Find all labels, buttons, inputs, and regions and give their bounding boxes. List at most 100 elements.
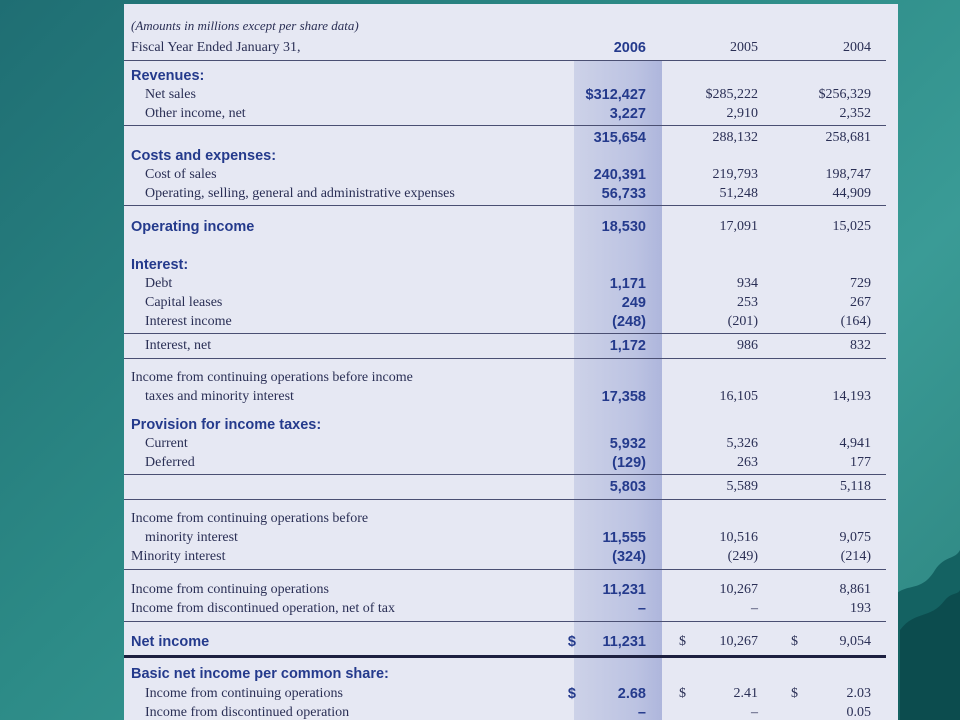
header-row: Fiscal Year Ended January 31, 2006 2005 …	[124, 40, 898, 60]
value-2004: 258,681	[825, 130, 872, 145]
revenues-total-row: 315,654 288,132 258,681	[124, 130, 898, 150]
row-label: Operating, selling, general and administ…	[145, 186, 455, 201]
taxes-heading: Provision for income taxes:	[131, 417, 322, 433]
row-label: Current	[145, 436, 188, 451]
value-2005: 5,589	[726, 479, 759, 494]
row-label: Income from continuing operations	[145, 686, 343, 701]
basic-eps-heading: Basic net income per common share:	[131, 666, 389, 682]
divider-rule	[124, 474, 886, 475]
value-2004: (214)	[840, 549, 871, 564]
year-2006-header: 2006	[613, 40, 646, 56]
row-label: Interest, net	[145, 338, 212, 353]
value-2006: 17,358	[601, 389, 646, 405]
taxes-heading-row: Provision for income taxes:	[124, 417, 898, 437]
value-2004: 2,352	[839, 106, 872, 121]
row-label: Minority interest	[131, 549, 226, 564]
dollar-sign-2006: $	[567, 634, 576, 650]
table-row: Capital leases 249 253 267	[124, 295, 898, 315]
value-2004: 729	[850, 276, 871, 291]
row-label: Income from discontinued operation, net …	[131, 601, 395, 616]
value-2004: 198,747	[825, 167, 872, 182]
before-minority-row: minority interest 11,555 10,516 9,075	[124, 530, 898, 550]
value-2006: 18,530	[601, 219, 646, 235]
value-2005: 17,091	[719, 219, 759, 234]
value-2006: 11,231	[602, 582, 646, 598]
table-row: Interest, net 1,172 986 832	[124, 338, 898, 358]
minority-row: Minority interest (324) (249) (214)	[124, 549, 898, 569]
table-row: Cost of sales 240,391 219,793 198,747	[124, 167, 898, 187]
value-2004: 193	[850, 601, 871, 616]
divider-rule	[124, 499, 886, 500]
row-label: Other income, net	[145, 106, 246, 121]
value-2005: 219,793	[712, 167, 759, 182]
taxes-total-row: 5,803 5,589 5,118	[124, 479, 898, 499]
row-label: Income from continuing operations before	[131, 511, 369, 526]
value-2005: –	[751, 705, 758, 720]
value-2005: –	[751, 601, 758, 616]
divider-rule	[124, 205, 886, 206]
table-row: Other income, net 3,227 2,910 2,352	[124, 106, 898, 126]
before-minority-label-row: Income from continuing operations before	[124, 511, 898, 531]
value-2004: (164)	[840, 314, 871, 329]
value-2004: 832	[850, 338, 871, 353]
value-2006: (248)	[612, 314, 646, 330]
interest-heading-row: Interest:	[124, 257, 898, 277]
interest-heading: Interest:	[131, 257, 189, 273]
row-label: Interest income	[145, 314, 232, 329]
costs-heading: Costs and expenses:	[131, 148, 277, 164]
operating-income-row: Operating income 18,530 17,091 15,025	[124, 219, 898, 239]
row-label: Net income	[131, 634, 210, 650]
value-2004: 15,025	[832, 219, 872, 234]
dollar-sign-2006: $	[567, 686, 576, 702]
value-2004: 8,861	[839, 582, 872, 597]
value-2004: 0.05	[846, 705, 872, 720]
value-2006: 56,733	[601, 186, 646, 202]
value-2005: 16,105	[719, 389, 759, 404]
value-2005: 51,248	[719, 186, 759, 201]
value-2004: $256,329	[818, 87, 872, 102]
dollar-sign-2004: $	[791, 634, 798, 649]
value-2005: 10,516	[719, 530, 759, 545]
value-2005: $285,222	[705, 87, 759, 102]
row-label: Net sales	[145, 87, 196, 102]
row-label: minority interest	[145, 530, 238, 545]
year-2005-header: 2005	[730, 40, 758, 55]
costs-heading-row: Costs and expenses:	[124, 148, 898, 168]
divider-rule	[124, 333, 886, 334]
table-row: Operating, selling, general and administ…	[124, 186, 898, 206]
row-label: taxes and minority interest	[145, 389, 294, 404]
value-2005: 934	[737, 276, 758, 291]
continuing-row: Income from continuing operations 11,231…	[124, 582, 898, 602]
value-2006: 11,231	[602, 634, 646, 650]
value-2004: 267	[850, 295, 871, 310]
value-2004: 14,193	[832, 389, 872, 404]
table-row: Income from continuing operations $ 2.68…	[124, 686, 898, 706]
divider-rule	[124, 358, 886, 359]
value-2006: 5,932	[609, 436, 646, 452]
value-2006: –	[637, 705, 646, 720]
value-2005: 10,267	[719, 634, 759, 649]
table-row: Interest income (248) (201) (164)	[124, 314, 898, 334]
value-2006: (129)	[612, 455, 646, 471]
row-label: Cost of sales	[145, 167, 217, 182]
value-2004: 5,118	[840, 479, 871, 494]
value-2006: –	[637, 601, 646, 617]
net-income-row: Net income $ 11,231 $ 10,267 $ 9,054	[124, 634, 898, 654]
value-2006: 3,227	[609, 106, 646, 122]
divider-rule	[124, 569, 886, 570]
dollar-sign-2004: $	[791, 686, 798, 701]
row-label: Income from discontinued operation	[145, 705, 350, 720]
row-label: Deferred	[145, 455, 195, 470]
value-2006: 315,654	[593, 130, 646, 146]
amounts-note-row: (Amounts in millions except per share da…	[124, 18, 898, 38]
value-2004: 4,941	[839, 436, 872, 451]
discontinued-row: Income from discontinued operation, net …	[124, 601, 898, 621]
decorative-wave-graphic	[890, 550, 960, 720]
revenues-heading: Revenues:	[131, 68, 205, 84]
dollar-sign-2005: $	[679, 686, 686, 701]
dollar-sign-2005: $	[679, 634, 686, 649]
value-2005: 5,326	[726, 436, 759, 451]
pretax-row: taxes and minority interest 17,358 16,10…	[124, 389, 898, 409]
value-2005: (201)	[727, 314, 758, 329]
row-label: Income from continuing operations	[131, 582, 329, 597]
